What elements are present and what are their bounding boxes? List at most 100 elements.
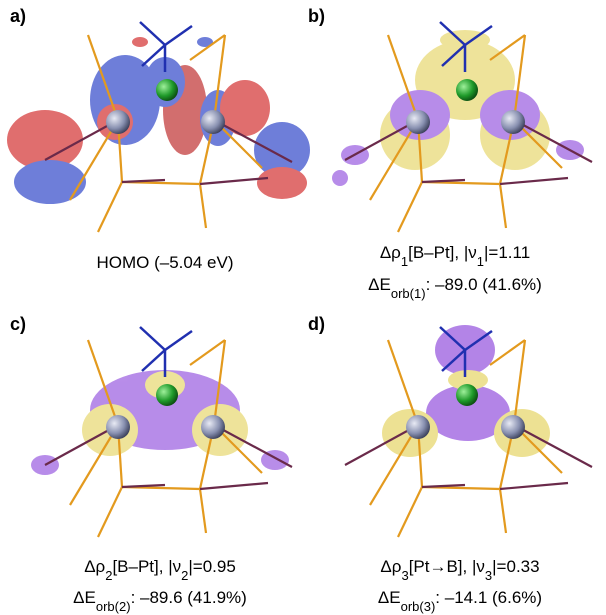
pt-atom — [201, 415, 225, 439]
bond — [344, 119, 419, 161]
bond — [213, 424, 293, 468]
b-atom — [456, 79, 478, 101]
subscript: 1 — [401, 254, 408, 269]
subscript: orb(1) — [391, 286, 426, 301]
bond — [464, 329, 493, 352]
caption-text: : –89.0 (41.6%) — [426, 275, 542, 294]
caption-text: [B–Pt], |ν — [112, 557, 181, 576]
panel-d — [344, 325, 593, 538]
subscript: 2 — [181, 568, 188, 583]
bond — [369, 119, 419, 201]
bond — [441, 349, 466, 372]
subscript: 3 — [485, 568, 492, 583]
pt-atom — [501, 110, 525, 134]
caption-text: [Pt→B], |ν — [409, 557, 485, 576]
caption-text: Δρ — [380, 243, 401, 262]
bond — [97, 486, 123, 538]
b-atom — [156, 384, 178, 406]
bond — [421, 483, 466, 489]
bond — [439, 21, 466, 46]
bond — [489, 34, 526, 61]
pt-atom — [201, 110, 225, 134]
caption: Δρ1[B–Pt], |ν1|=1.11 — [380, 243, 530, 269]
bond — [139, 326, 166, 351]
bond — [499, 176, 569, 186]
panel-label: b) — [308, 6, 325, 26]
bond — [44, 119, 119, 161]
panel-c — [31, 326, 293, 538]
caption-text: : –14.1 (6.6%) — [435, 588, 542, 607]
bond — [139, 21, 166, 46]
panel-label: c) — [10, 314, 26, 334]
panel-a — [7, 21, 310, 233]
subscript: orb(3) — [401, 599, 436, 614]
bond — [512, 34, 527, 121]
bond — [212, 339, 227, 426]
bond — [69, 119, 119, 201]
caption-text: Δρ — [380, 557, 401, 576]
bond — [199, 481, 269, 491]
caption: HOMO (–5.04 eV) — [97, 253, 234, 272]
caption: ΔEorb(2): –89.6 (41.9%) — [73, 588, 247, 614]
bond — [344, 424, 419, 466]
b-atom — [156, 79, 178, 101]
molecule-skeleton — [44, 21, 293, 233]
caption-text: Δρ — [84, 557, 105, 576]
pt-atom — [106, 415, 130, 439]
caption: ΔEorb(3): –14.1 (6.6%) — [378, 588, 542, 614]
bond — [86, 34, 120, 121]
bond — [189, 339, 226, 366]
molecule-skeleton — [344, 326, 593, 538]
bond — [386, 34, 420, 121]
bond — [513, 119, 593, 163]
bond — [498, 183, 508, 229]
panel-b — [332, 21, 593, 233]
bond — [69, 424, 119, 506]
caption-text: |=0.33 — [492, 557, 539, 576]
caption: Δρ3[Pt→B], |ν3|=0.33 — [380, 557, 539, 583]
density-lobes — [31, 370, 289, 475]
bond — [198, 488, 208, 534]
caption-text: [B–Pt], |ν — [408, 243, 477, 262]
bond — [421, 178, 466, 184]
caption-text: |=0.95 — [188, 557, 235, 576]
pt-atom — [406, 415, 430, 439]
subscript: 2 — [105, 568, 112, 583]
bond — [439, 326, 466, 351]
bond — [369, 424, 419, 506]
bond — [44, 424, 119, 466]
bond — [498, 488, 508, 534]
bond — [386, 339, 420, 426]
caption-text: : –89.6 (41.9%) — [131, 588, 247, 607]
panel-label: a) — [10, 6, 26, 26]
bond — [499, 481, 569, 491]
bond — [189, 34, 226, 61]
bond — [489, 339, 526, 366]
bond — [512, 339, 527, 426]
caption: Δρ2[B–Pt], |ν2|=0.95 — [84, 557, 236, 583]
caption-text: |=1.11 — [484, 243, 530, 262]
bond — [141, 349, 166, 372]
caption-text: ΔE — [368, 275, 391, 294]
b-atom — [456, 384, 478, 406]
bond — [397, 486, 423, 538]
caption-text: ΔE — [73, 588, 96, 607]
caption: ΔEorb(1): –89.0 (41.6%) — [368, 275, 542, 301]
molecule-skeleton — [44, 326, 293, 538]
panel-label: d) — [308, 314, 325, 334]
bond — [164, 329, 193, 352]
bond — [464, 24, 493, 47]
caption-text: ΔE — [378, 588, 401, 607]
bond — [212, 34, 227, 121]
bond — [199, 176, 269, 186]
bond — [86, 339, 120, 426]
subscript: orb(2) — [96, 599, 131, 614]
bond — [513, 424, 593, 468]
molecule-skeleton — [344, 21, 593, 233]
bond — [213, 119, 293, 163]
density-lobes — [332, 30, 584, 186]
caption-text: HOMO (–5.04 eV) — [97, 253, 234, 272]
subscript: 3 — [401, 568, 408, 583]
bond — [121, 483, 166, 489]
